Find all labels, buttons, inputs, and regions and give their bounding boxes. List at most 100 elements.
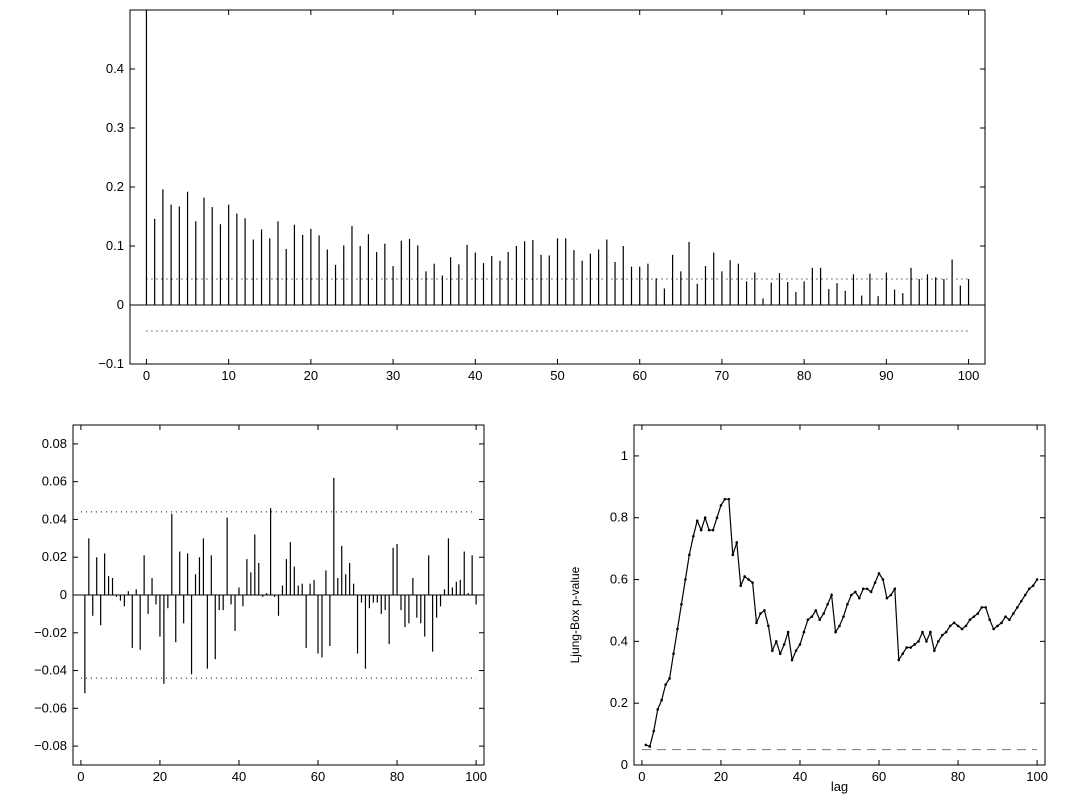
series-line <box>645 498 1038 748</box>
data-point <box>905 646 908 649</box>
data-point <box>865 587 869 591</box>
data-point <box>901 652 905 656</box>
data-point <box>877 572 881 575</box>
data-point <box>1004 615 1007 618</box>
x-tick-label: 40 <box>793 769 807 784</box>
data-point <box>739 584 743 588</box>
y-tick-label: −0.04 <box>34 663 67 678</box>
data-point <box>818 618 822 622</box>
x-tick-label: 50 <box>550 368 564 383</box>
data-point <box>660 698 663 702</box>
data-point <box>715 516 719 520</box>
chart-1: 0 10 20 30 40 50 60 70 80 90 100 −0.1 0 0.1 0.2 0.3 0.4 <box>98 9 986 383</box>
x-tick-label: 80 <box>390 769 404 784</box>
x-tick-label: 40 <box>468 368 482 383</box>
axes-frame <box>129 9 986 365</box>
data-point <box>1031 584 1035 588</box>
x-tick-label: 30 <box>386 368 400 383</box>
y-tick-label: 0.2 <box>106 179 124 194</box>
data-point <box>885 596 889 600</box>
y-tick-label: −0.1 <box>98 356 124 371</box>
data-point <box>798 643 802 646</box>
y-tick-label: 0.04 <box>42 511 67 526</box>
x-tick-label: 40 <box>232 769 246 784</box>
data-point <box>786 630 790 634</box>
data-point <box>921 630 924 634</box>
data-point <box>755 621 758 625</box>
data-point <box>747 578 750 581</box>
axes-frame <box>633 424 1046 766</box>
x-tick-label: 70 <box>715 368 729 383</box>
data-point <box>909 646 912 649</box>
x-tick-label: 10 <box>221 368 235 383</box>
y-tick-label: 0 <box>117 297 124 312</box>
data-point <box>929 630 932 634</box>
y-tick-label: 0.2 <box>610 695 628 710</box>
data-point <box>968 618 972 622</box>
data-point <box>703 516 707 520</box>
data-point <box>940 633 944 637</box>
x-tick-label: 0 <box>143 368 150 383</box>
x-tick-label: 80 <box>951 769 965 784</box>
data-point <box>972 615 976 618</box>
data-point <box>672 652 675 656</box>
x-tick-label: 80 <box>797 368 811 383</box>
x-tick-label: 60 <box>632 368 646 383</box>
data-point <box>731 553 735 557</box>
data-point <box>842 615 845 618</box>
y-tick-label: 0.8 <box>610 510 628 525</box>
data-point <box>936 640 940 643</box>
data-point <box>767 624 770 628</box>
data-point <box>861 587 865 591</box>
x-tick-label: 0 <box>77 769 84 784</box>
data-point <box>759 612 762 615</box>
x-tick-label: 90 <box>879 368 893 383</box>
x-tick-label: 60 <box>311 769 325 784</box>
y-tick-label: 0.08 <box>42 436 67 451</box>
data-point <box>956 624 960 628</box>
data-point <box>790 658 794 662</box>
y-tick-label: 1 <box>621 448 628 463</box>
data-point <box>988 618 991 622</box>
data-point <box>782 643 786 646</box>
data-point <box>778 652 782 656</box>
data-point <box>822 612 825 615</box>
data-point <box>802 630 806 634</box>
data-point <box>913 643 916 646</box>
data-point <box>751 581 754 584</box>
x-tick-label: 20 <box>714 769 728 784</box>
data-point <box>806 618 810 622</box>
data-point <box>771 649 774 652</box>
data-point <box>711 528 715 532</box>
y-tick-label: 0.06 <box>42 474 67 489</box>
data-point <box>810 615 814 618</box>
x-tick-label: 0 <box>638 769 645 784</box>
data-point <box>996 624 999 628</box>
data-point <box>743 575 746 578</box>
y-tick-label: −0.08 <box>34 738 67 753</box>
data-point <box>774 640 778 643</box>
data-point <box>1000 621 1003 625</box>
y-tick-label: 0 <box>621 757 628 772</box>
data-point <box>893 587 897 591</box>
data-point <box>846 602 849 606</box>
data-point <box>668 677 671 680</box>
data-point <box>688 553 691 557</box>
data-point <box>735 541 739 544</box>
data-point <box>763 609 766 612</box>
data-point <box>838 624 841 628</box>
y-tick-label: 0.4 <box>106 61 124 76</box>
data-point <box>1023 593 1027 597</box>
data-point <box>1019 599 1023 603</box>
x-tick-label: 100 <box>1026 769 1048 784</box>
data-point <box>1016 606 1019 609</box>
data-point <box>897 658 901 662</box>
data-point <box>707 528 711 532</box>
data-point <box>976 612 980 615</box>
x-tick-label: 100 <box>958 368 980 383</box>
chart-2: 0 20 40 60 80 100 −0.08 −0.06 −0.04 −0.02 0 0.02 0.0… <box>34 424 487 784</box>
y-tick-label: 0.1 <box>106 238 124 253</box>
data-point <box>1027 587 1031 591</box>
data-point <box>1035 578 1039 581</box>
data-point <box>881 578 885 581</box>
